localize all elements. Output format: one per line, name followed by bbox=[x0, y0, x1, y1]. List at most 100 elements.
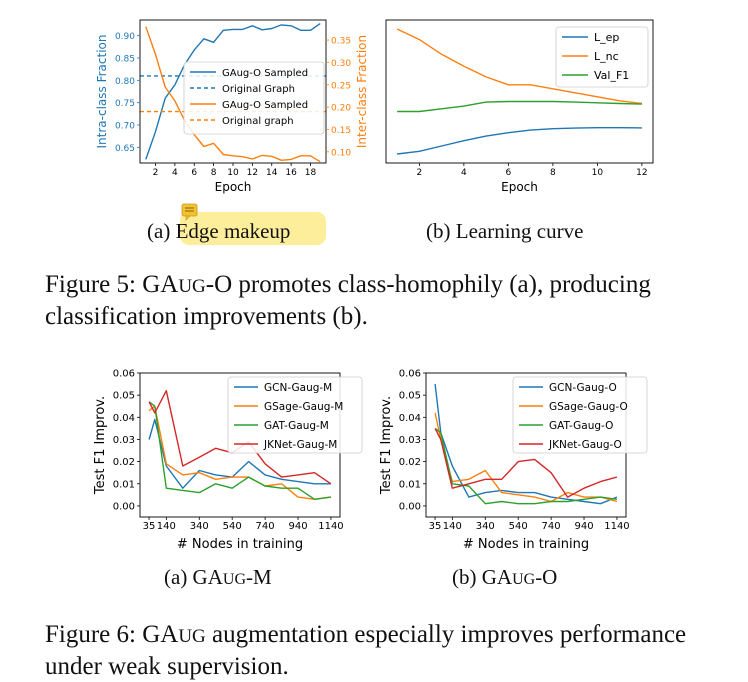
gaug-m-legend-label: GSage-Gaug-M bbox=[264, 401, 343, 413]
figure6a-subcaption-smallcaps: UG bbox=[223, 571, 247, 588]
learning-curve-x-tick-label: 4 bbox=[461, 168, 467, 178]
figure5-panel-a-chart: 2 4 6 8 10 12 14 16 18 0.65 0.70 0.75 0.80 0.85 0.90 0.… bbox=[95, 19, 369, 194]
learning-curve-x-tick-label: 6 bbox=[506, 168, 512, 178]
edge-makeup-right-y-tick-label: 0.25 bbox=[331, 81, 351, 91]
learning-curve-legend-box bbox=[555, 26, 649, 88]
learning-curve-series-line bbox=[396, 28, 642, 105]
figure5-caption-rest: -O promotes class-homophily (a), produci… bbox=[45, 271, 651, 330]
figure5a-subcaption-label: (a) bbox=[147, 219, 176, 243]
edge-makeup-x-tick-label: 16 bbox=[285, 168, 297, 178]
learning-curve-legend-label: Val_F1 bbox=[594, 69, 629, 82]
figure5a-subcaption-text: Edge makeup bbox=[176, 219, 291, 243]
edge-makeup-series-line bbox=[145, 23, 321, 160]
learning-curve-x-tick-label: 8 bbox=[550, 168, 556, 178]
gaug-o-y-tick-label: 0.00 bbox=[399, 501, 421, 512]
gaug-m-x-tick-label: 1140 bbox=[318, 521, 343, 532]
edge-makeup-left-y-tick-label: 0.70 bbox=[115, 122, 135, 132]
figure6-caption-rest: augmentation especially improves perform… bbox=[45, 621, 687, 680]
gaug-o-x-tick-label: 35 bbox=[429, 521, 442, 532]
learning-curve-plot-frame bbox=[385, 19, 654, 164]
gaug-m-series-line bbox=[148, 405, 331, 500]
figure5-caption: Figure 5: GAUG-O promotes class-homophil… bbox=[45, 270, 705, 332]
gaug-m-y-tick-label: 0.06 bbox=[113, 369, 135, 380]
learning-curve-xlabel: Epoch bbox=[501, 180, 538, 194]
gaug-m-x-tick-label: 140 bbox=[157, 521, 176, 532]
gaug-o-series-line bbox=[434, 384, 618, 505]
gaug-o-legend-label: GSage-Gaug-O bbox=[549, 401, 628, 413]
gaug-m-y-tick-label: 0.05 bbox=[113, 391, 135, 402]
gaug-m-x-tick-label: 740 bbox=[256, 521, 275, 532]
edge-makeup-right-y-tick-label: 0.15 bbox=[331, 126, 351, 136]
gaug-m-y-tick-label: 0.04 bbox=[113, 413, 135, 424]
gaug-m-x-tick-label: 35 bbox=[143, 521, 156, 532]
gaug-o-series-line bbox=[434, 428, 618, 498]
edge-makeup-legend-label: Original graph bbox=[222, 116, 294, 127]
edge-makeup-xlabel: Epoch bbox=[215, 180, 252, 194]
edge-makeup-left-y-tick-label: 0.90 bbox=[115, 32, 135, 42]
gaug-o-x-tick-label: 140 bbox=[443, 521, 462, 532]
figure6b-subcaption-label: (b) GA bbox=[452, 565, 513, 589]
edge-makeup-legend-label: GAug-O Sampled bbox=[222, 100, 308, 111]
gaug-o-x-tick-label: 940 bbox=[574, 521, 593, 532]
learning-curve-series-line bbox=[397, 126, 642, 155]
learning-curve-x-tick-label: 10 bbox=[592, 168, 604, 178]
edge-makeup-series-line bbox=[145, 26, 321, 163]
gaug-o-y-tick-label: 0.04 bbox=[399, 413, 421, 424]
note-icon[interactable] bbox=[181, 203, 198, 221]
gaug-o-legend-box bbox=[512, 376, 648, 454]
edge-makeup-left-y-tick-label: 0.80 bbox=[115, 77, 135, 87]
gaug-o-x-tick-label: 540 bbox=[509, 521, 528, 532]
figure5-panel-b-chart: 2 4 6 8 10 12 Epoch L_ep L_nc Val_F1 bbox=[385, 19, 654, 194]
edge-makeup-x-tick-label: 12 bbox=[247, 168, 258, 178]
gaug-m-x-tick-label: 540 bbox=[223, 521, 242, 532]
edge-makeup-x-tick-label: 6 bbox=[191, 168, 197, 178]
figure5-caption-smallcaps: UG bbox=[178, 276, 206, 297]
gaug-o-y-tick-label: 0.05 bbox=[399, 391, 421, 402]
figure6-panel-a-chart: 35 140 340 540 740 940 1140 0.00 0.01 0.02 0.03 0.0… bbox=[93, 369, 363, 552]
edge-makeup-left-y-tick-label: 0.75 bbox=[115, 99, 135, 109]
gaug-o-y-tick-label: 0.06 bbox=[399, 369, 421, 380]
gaug-m-legend-label: GCN-Gaug-M bbox=[264, 382, 332, 394]
gaug-o-series-line bbox=[434, 427, 617, 505]
edge-makeup-right-y-tick-label: 0.10 bbox=[331, 148, 351, 158]
gaug-o-x-tick-label: 740 bbox=[542, 521, 561, 532]
figure5a-subcaption: (a) Edge makeup bbox=[147, 219, 290, 243]
gaug-o-legend-label: JKNet-Gaug-O bbox=[548, 439, 622, 451]
edge-makeup-x-tick-label: 14 bbox=[266, 168, 278, 178]
gaug-m-legend-box bbox=[227, 376, 363, 454]
edge-makeup-ylabel-right: Inter-class Fraction bbox=[355, 35, 369, 148]
figure6-caption-prefix: Figure 6: GA bbox=[45, 621, 179, 648]
edge-makeup-x-tick-label: 10 bbox=[227, 168, 239, 178]
gaug-o-ylabel: Test F1 Improv. bbox=[379, 396, 394, 495]
gaug-o-legend-label: GCN-Gaug-O bbox=[549, 382, 617, 394]
learning-curve-x-tick-label: 12 bbox=[636, 168, 647, 178]
gaug-o-xlabel: # Nodes in training bbox=[463, 537, 589, 552]
figure6b-subcaption: (b) GAUG-O bbox=[452, 565, 557, 589]
edge-makeup-left-y-tick-label: 0.65 bbox=[115, 144, 135, 154]
gaug-m-series-line bbox=[148, 401, 331, 500]
gaug-m-y-tick-label: 0.00 bbox=[113, 501, 135, 512]
gaug-m-x-tick-label: 940 bbox=[288, 521, 307, 532]
edge-makeup-x-tick-label: 18 bbox=[305, 168, 317, 178]
gaug-m-legend-label: GAT-Gaug-M bbox=[264, 420, 329, 432]
edge-makeup-legend-box bbox=[183, 61, 325, 135]
gaug-m-x-tick-label: 340 bbox=[190, 521, 209, 532]
gaug-m-y-tick-label: 0.01 bbox=[113, 479, 135, 490]
gaug-m-legend-label: JKNet-Gaug-M bbox=[263, 439, 337, 451]
gaug-m-ylabel: Test F1 Improv. bbox=[93, 396, 108, 495]
learning-curve-x-tick-label: 2 bbox=[417, 168, 423, 178]
figure6-panel-b-chart: 35 140 340 540 740 940 1140 0.00 0.01 0.02 0.03 0.0… bbox=[379, 369, 648, 552]
figure6a-subcaption-rest: -M bbox=[246, 565, 272, 589]
gaug-o-y-tick-label: 0.01 bbox=[399, 479, 421, 490]
figure5-caption-prefix: Figure 5: GA bbox=[45, 271, 179, 298]
gaug-m-y-tick-label: 0.02 bbox=[113, 457, 135, 468]
edge-makeup-right-y-tick-label: 0.20 bbox=[331, 104, 351, 114]
learning-curve-legend-label: L_nc bbox=[594, 50, 619, 63]
figure6-caption: Figure 6: GAUG augmentation especially i… bbox=[45, 620, 710, 682]
gaug-o-legend-label: GAT-Gaug-O bbox=[549, 420, 613, 432]
figure5b-subcaption: (b) Learning curve bbox=[426, 219, 583, 243]
edge-makeup-x-tick-label: 8 bbox=[211, 168, 217, 178]
figure6a-subcaption: (a) GAUG-M bbox=[164, 565, 272, 589]
edge-makeup-highlight bbox=[180, 212, 326, 245]
